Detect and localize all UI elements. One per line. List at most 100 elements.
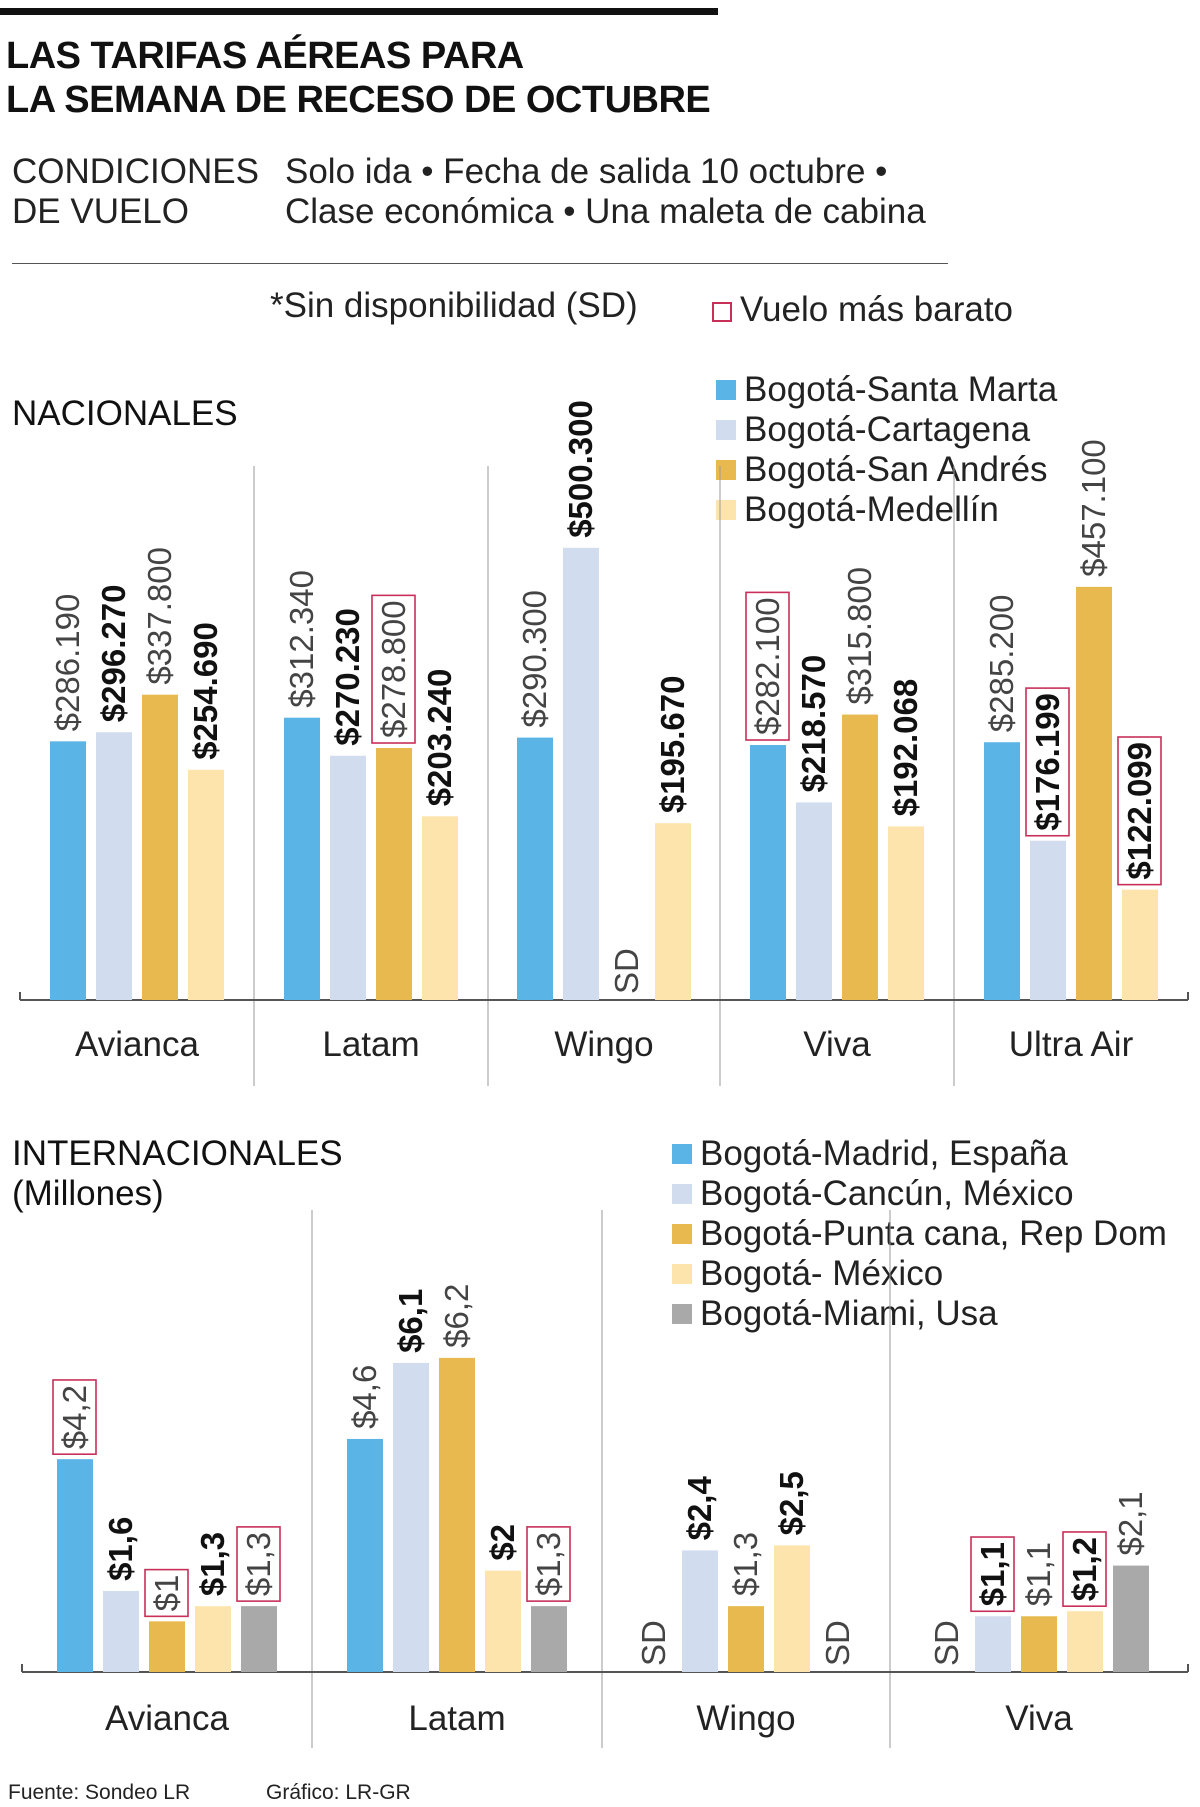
value-text: $195.670 xyxy=(654,676,691,814)
value-text: $286.190 xyxy=(49,594,86,732)
value-text: $254.690 xyxy=(187,622,224,760)
legend-item: Bogotá-Punta cana, Rep Dom xyxy=(672,1214,1167,1254)
legend-label: Bogotá-Medellín xyxy=(744,490,999,529)
value-text: $192.068 xyxy=(887,679,924,817)
value-label: $4,2 xyxy=(52,1379,97,1456)
value-text: $4,6 xyxy=(346,1365,383,1429)
legend-item: Bogotá-Miami, Usa xyxy=(672,1294,1167,1334)
legend-swatch xyxy=(672,1224,692,1244)
bar xyxy=(330,755,366,1000)
value-label: $1,3 xyxy=(727,1532,764,1596)
legend-label: Bogotá-Santa Marta xyxy=(744,370,1058,409)
sd-text: SD xyxy=(928,1620,965,1666)
value-label: $1,6 xyxy=(102,1517,139,1581)
value-label: $290.300 xyxy=(516,590,553,728)
value-label: $270.230 xyxy=(329,608,366,746)
bar xyxy=(284,717,320,1000)
value-text: $6,2 xyxy=(438,1284,475,1348)
value-label: $312.340 xyxy=(283,570,320,708)
value-text: $285.200 xyxy=(983,595,1020,733)
value-text: $278.800 xyxy=(375,600,412,738)
nacionales-title-text: NACIONALES xyxy=(12,394,238,433)
category-label: Viva xyxy=(803,1025,871,1064)
value-label: $286.190 xyxy=(49,594,86,732)
value-text: $122.099 xyxy=(1121,742,1158,880)
value-label: $1,1 xyxy=(1020,1542,1057,1606)
bar xyxy=(984,742,1020,1000)
category-label: Avianca xyxy=(105,1699,229,1738)
bar xyxy=(655,823,691,1000)
bar xyxy=(517,737,553,1000)
nacionales-legend: Bogotá-Santa Marta Bogotá-Cartagena Bogo… xyxy=(716,370,1057,530)
bar xyxy=(422,816,458,1000)
value-text: $2,1 xyxy=(1112,1491,1149,1555)
no-availability-label: SD xyxy=(635,1620,672,1666)
value-label: $203.240 xyxy=(421,669,458,807)
value-label: $278.800 xyxy=(371,594,416,744)
value-label: $176.199 xyxy=(1025,687,1070,837)
value-text: $1 xyxy=(148,1575,185,1612)
value-text: $176.199 xyxy=(1029,693,1066,831)
value-label: $1,3 xyxy=(194,1532,231,1596)
bar xyxy=(728,1606,764,1672)
value-text: $1,3 xyxy=(727,1532,764,1596)
value-label: $2,1 xyxy=(1112,1491,1149,1555)
value-text: $1,2 xyxy=(1066,1537,1103,1601)
cheapest-highlight-box xyxy=(970,1536,1015,1613)
legend-item: Bogotá-Cancún, México xyxy=(672,1174,1167,1214)
bar xyxy=(1113,1565,1149,1672)
bar xyxy=(975,1616,1011,1672)
no-availability-label: SD xyxy=(928,1620,965,1666)
legend-item: Bogotá-Medellín xyxy=(716,490,1057,530)
value-text: $1,1 xyxy=(974,1542,1011,1606)
value-label: $457.100 xyxy=(1075,439,1112,577)
value-label: $6,2 xyxy=(438,1284,475,1348)
bar xyxy=(531,1606,567,1672)
value-label: $192.068 xyxy=(887,679,924,817)
value-label: $1,3 xyxy=(236,1526,281,1602)
category-label: Latam xyxy=(322,1025,419,1064)
internacionales-title: INTERNACIONALES (Millones) xyxy=(12,1134,343,1214)
conditions-label-line-2: DE VUELO xyxy=(12,192,189,231)
bar xyxy=(393,1362,429,1672)
value-label: $4,6 xyxy=(346,1365,383,1429)
nacionales-title: NACIONALES xyxy=(12,394,238,434)
conditions-label-line-1: CONDICIONES xyxy=(12,152,259,191)
no-availability-note: *Sin disponibilidad (SD) xyxy=(270,286,638,325)
legend-label: Bogotá- México xyxy=(700,1254,944,1293)
bar xyxy=(347,1438,383,1672)
category-label: Ultra Air xyxy=(1009,1025,1134,1064)
internacionales-title-text: INTERNACIONALES xyxy=(12,1134,343,1173)
bar xyxy=(195,1606,231,1672)
bar xyxy=(563,547,599,1000)
conditions-text-line-1: Solo ida • Fecha de salida 10 octubre • xyxy=(285,152,888,191)
legend-label: Bogotá-Cartagena xyxy=(744,410,1031,449)
legend-swatch xyxy=(716,420,736,440)
value-text: $312.340 xyxy=(283,570,320,708)
cheapest-highlight-box xyxy=(371,594,416,744)
value-text: $1,1 xyxy=(1020,1542,1057,1606)
nacionales-chart: Avianca $286.190 $296.270 $337.800$254.690 L… xyxy=(19,400,1189,1086)
value-text: $315.800 xyxy=(841,567,878,705)
category-label: Wingo xyxy=(554,1025,653,1064)
cheapest-highlight-box xyxy=(1117,736,1162,886)
no-availability-label: SD xyxy=(608,948,645,994)
value-text: $337.800 xyxy=(141,547,178,685)
value-text: $2,5 xyxy=(773,1471,810,1535)
graphic-credit: Gráfico: LR-GR xyxy=(266,1781,411,1804)
cheapest-highlight-box xyxy=(52,1379,97,1456)
value-text: $2,4 xyxy=(681,1476,718,1541)
bar xyxy=(439,1357,475,1672)
legend-label: Bogotá-Punta cana, Rep Dom xyxy=(700,1214,1167,1253)
cheapest-highlight-box xyxy=(236,1526,281,1602)
value-label: $2,4 xyxy=(681,1476,718,1541)
legend-swatch xyxy=(716,380,736,400)
legend-label: Bogotá-Miami, Usa xyxy=(700,1294,998,1333)
value-label: $285.200 xyxy=(983,595,1020,733)
legend-item: Bogotá-San Andrés xyxy=(716,450,1057,490)
value-text: $270.230 xyxy=(329,608,366,746)
legend-item: Bogotá-Cartagena xyxy=(716,410,1057,450)
value-label: $1,3 xyxy=(526,1526,571,1602)
no-availability-label: SD xyxy=(819,1620,856,1666)
bar xyxy=(1122,889,1158,1000)
